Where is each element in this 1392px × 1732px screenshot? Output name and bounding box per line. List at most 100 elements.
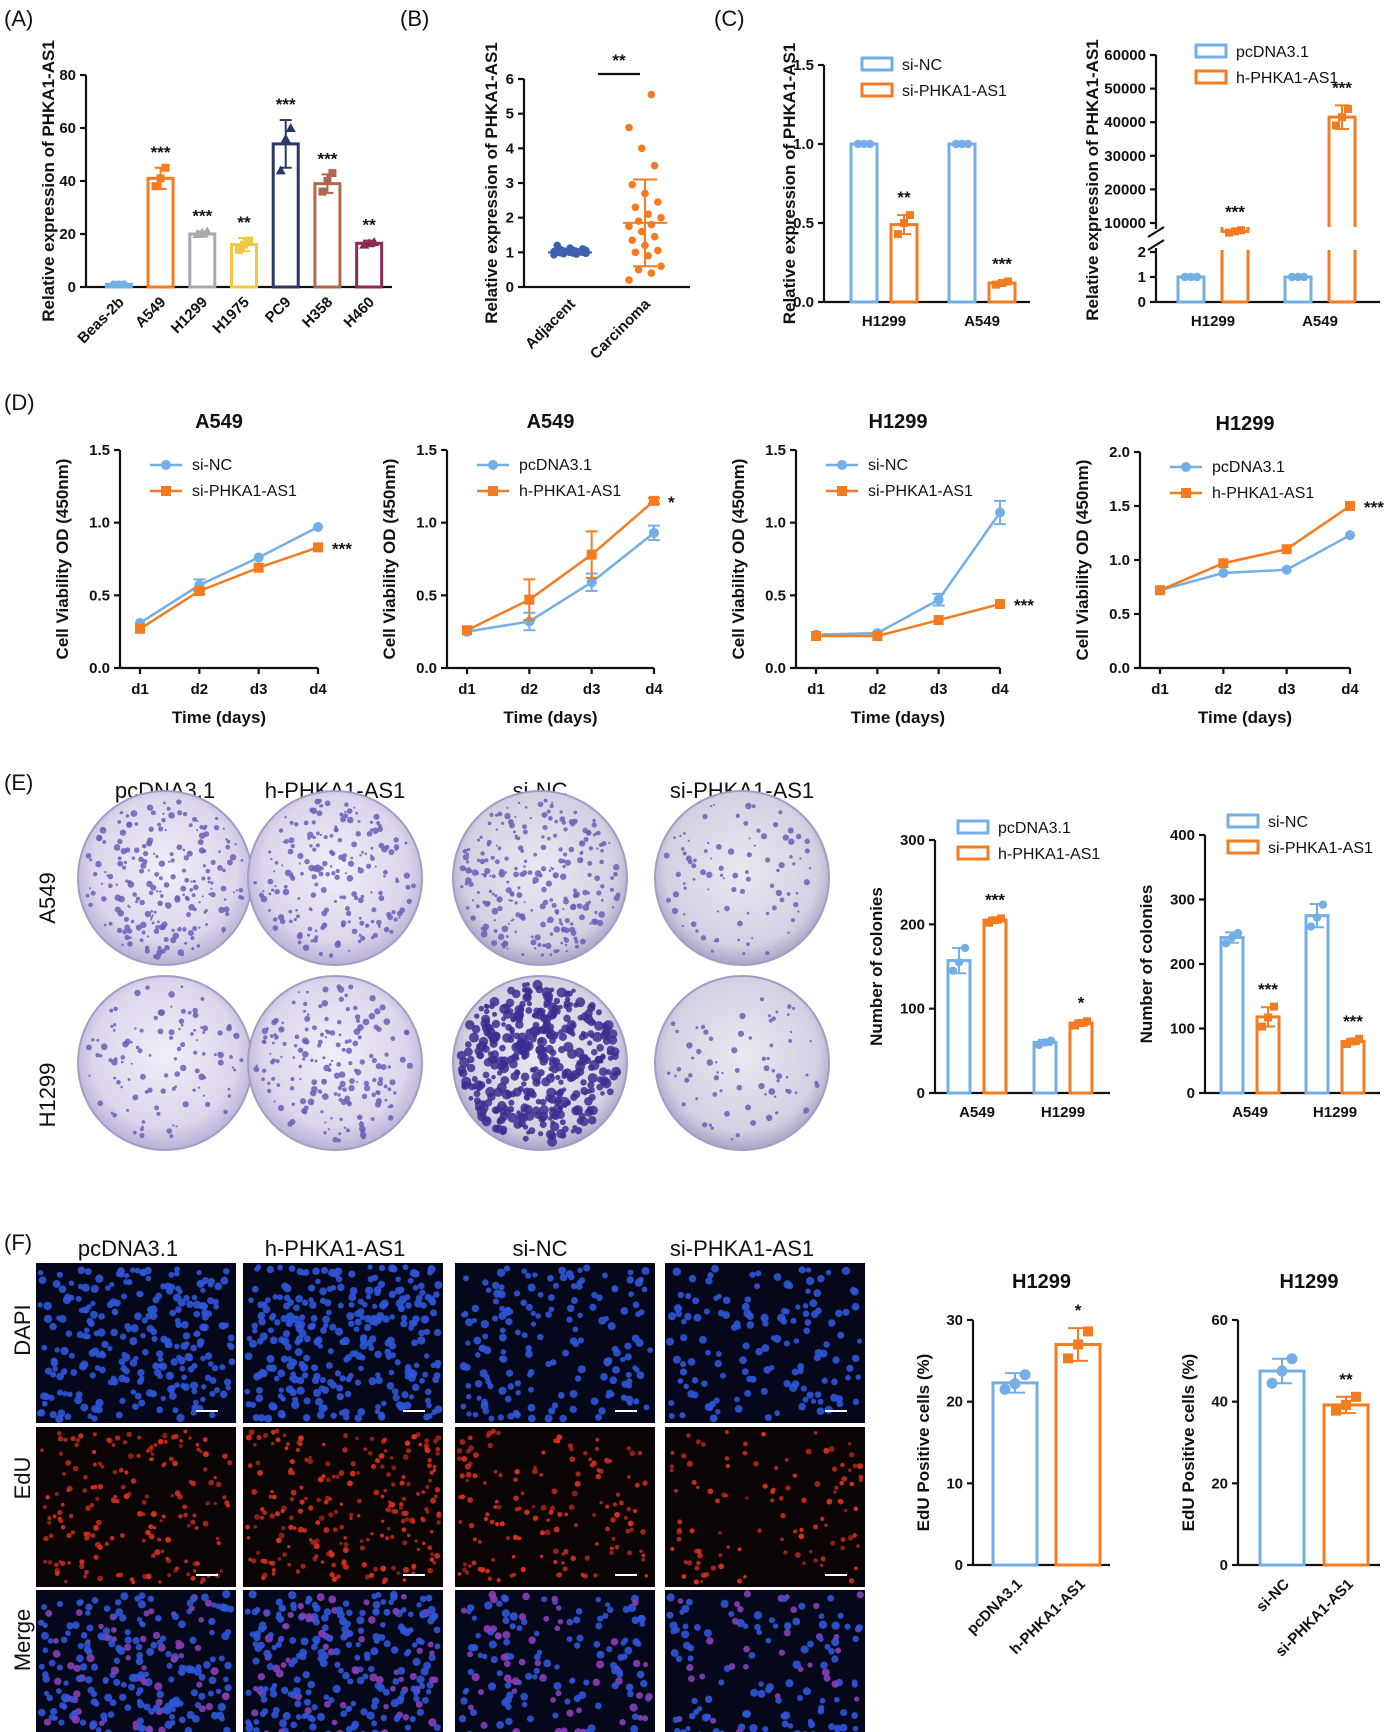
cell-nucleus [350, 1470, 356, 1477]
cell-nucleus [691, 1697, 698, 1705]
data-point [1218, 567, 1229, 578]
colony [731, 886, 737, 893]
cell-nucleus [427, 1458, 432, 1463]
data-point [553, 241, 561, 250]
colony [506, 880, 510, 884]
cell-nucleus [280, 1337, 290, 1346]
colony [310, 1058, 314, 1062]
cell-nucleus [152, 1631, 161, 1640]
colony [686, 1042, 693, 1049]
colony [398, 916, 401, 919]
legend-swatch [956, 819, 990, 835]
cell-nucleus [433, 1494, 438, 1499]
cell-nucleus [411, 1642, 418, 1648]
colony [140, 1127, 144, 1132]
cell-nucleus [839, 1723, 848, 1732]
colony [731, 1047, 738, 1054]
cell-nucleus [92, 1449, 97, 1455]
cell-nucleus [90, 1310, 98, 1319]
cell-nucleus [605, 1526, 610, 1532]
cell-nucleus [81, 1283, 90, 1292]
cell-nucleus [221, 1631, 230, 1641]
cell-nucleus [213, 1501, 217, 1506]
colony [288, 837, 295, 844]
cell-nucleus [356, 1498, 362, 1504]
colony [117, 856, 122, 861]
cell-nucleus [260, 1558, 265, 1564]
cell-nucleus [288, 1524, 294, 1530]
colony [270, 858, 273, 861]
cell-nucleus [385, 1536, 389, 1541]
cell-nucleus [208, 1617, 216, 1626]
cell-nucleus [547, 1274, 554, 1282]
cell-nucleus [518, 1613, 527, 1621]
cell-nucleus [137, 1600, 146, 1609]
cell-nucleus [327, 1648, 335, 1656]
cell-nucleus [36, 1410, 44, 1417]
colony [404, 841, 408, 845]
colony [487, 1051, 494, 1057]
colony [359, 1059, 365, 1065]
cell-nucleus [359, 1314, 366, 1320]
cell-nucleus [190, 1344, 197, 1352]
cell-nucleus [428, 1478, 432, 1483]
cell-nucleus [474, 1379, 483, 1388]
significance-marker: *** [151, 143, 171, 162]
colony [349, 1078, 355, 1084]
cell-nucleus [837, 1331, 845, 1339]
cell-nucleus [277, 1409, 286, 1419]
cell-nucleus [607, 1322, 616, 1331]
colony [594, 910, 598, 915]
cell-nucleus [370, 1647, 379, 1656]
colony [356, 1018, 360, 1023]
cell-nucleus [62, 1391, 68, 1397]
colony [337, 837, 343, 843]
cell-nucleus [287, 1545, 291, 1549]
cell-nucleus [431, 1409, 438, 1416]
cell-nucleus [460, 1607, 468, 1614]
colony [611, 906, 615, 909]
series-line [466, 499, 655, 632]
cell-nucleus [574, 1375, 582, 1382]
y-tick-label: 5 [506, 106, 514, 123]
cell-nucleus [223, 1726, 231, 1732]
cell-nucleus [558, 1266, 567, 1275]
cell-nucleus [569, 1389, 578, 1398]
cell-nucleus [432, 1468, 437, 1472]
data-point [462, 625, 472, 636]
cell-nucleus [858, 1474, 864, 1480]
colony [715, 843, 722, 850]
cell-nucleus [625, 1683, 634, 1692]
cell-nucleus [109, 1298, 118, 1307]
cell-nucleus [471, 1644, 479, 1652]
colony [684, 1077, 690, 1083]
cell-nucleus [183, 1294, 190, 1302]
cell-nucleus [511, 1555, 516, 1559]
cell-nucleus [421, 1541, 426, 1546]
cell-nucleus [831, 1466, 838, 1472]
y-tick-label: 0.5 [765, 587, 786, 604]
colony [284, 869, 292, 877]
data-point [1083, 1326, 1093, 1337]
colony [613, 863, 620, 871]
colony [746, 911, 750, 915]
cell-nucleus [127, 1453, 134, 1459]
cell-nucleus [275, 1598, 283, 1606]
row-label: EdU [10, 1457, 35, 1500]
colony [137, 1048, 143, 1054]
colony [695, 1097, 699, 1101]
x-tick-label: d4 [309, 681, 327, 698]
cell-nucleus [277, 1264, 283, 1271]
colony [200, 1026, 203, 1029]
colony [594, 1021, 604, 1031]
colony [126, 1108, 130, 1112]
cell-nucleus [224, 1684, 232, 1692]
colony [374, 1101, 382, 1108]
cell-nucleus [148, 1708, 155, 1715]
cell-nucleus [493, 1469, 498, 1474]
cell-nucleus [571, 1490, 578, 1497]
x-tick-label: d2 [869, 681, 887, 698]
cell-nucleus [374, 1682, 382, 1690]
y-tick-label: 0.0 [416, 660, 437, 677]
